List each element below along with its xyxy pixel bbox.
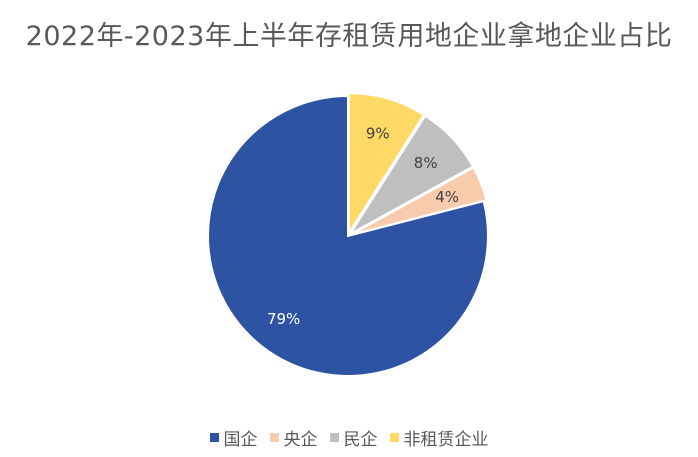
- legend-label-4: 非租赁企业: [403, 430, 489, 450]
- pie-slice-3: [349, 114, 475, 235]
- legend-item-4: 非租赁企业: [389, 425, 489, 450]
- pie-slice-2: [350, 166, 488, 236]
- legend-swatch-1: [209, 433, 219, 442]
- legend-swatch-4: [389, 433, 399, 442]
- chart-title: 2022年-2023年上半年存租赁用地企业拿地企业占比: [25, 21, 673, 52]
- legend-label-3: 民企: [343, 430, 378, 450]
- legend-label-1: 国企: [223, 430, 258, 450]
- legend-swatch-2: [269, 433, 279, 442]
- legend-item-2: 央企: [269, 425, 318, 450]
- legend-label-2: 央企: [283, 430, 318, 450]
- data-label-3: 8%: [414, 154, 438, 172]
- data-label-4: 9%: [366, 125, 390, 143]
- data-label-2: 4%: [435, 188, 459, 206]
- chart-legend: 国企 央企 民企 非租赁企业: [0, 425, 698, 450]
- legend-swatch-3: [329, 433, 339, 442]
- legend-item-3: 民企: [329, 425, 378, 450]
- data-label-1: 79%: [267, 310, 300, 328]
- legend-item-1: 国企: [209, 425, 258, 450]
- pie-slice-4: [347, 92, 426, 237]
